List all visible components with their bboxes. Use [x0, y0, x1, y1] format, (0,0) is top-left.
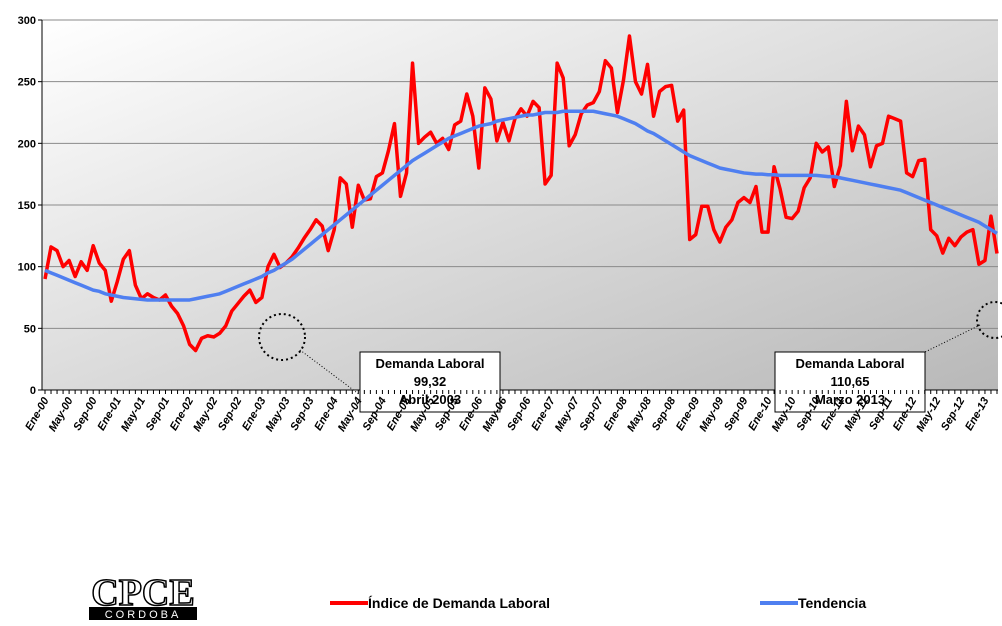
legend-label: Índice de Demanda Laboral	[368, 595, 550, 611]
series-line	[44, 109, 998, 302]
y-tick-label: 100	[18, 262, 36, 274]
leader	[299, 349, 361, 396]
logo-subtitle: CORDOBA	[105, 609, 182, 621]
x-tick-label: Ene-13	[963, 396, 991, 433]
annotation-text: Demanda Laboral	[375, 356, 484, 371]
y-tick-label: 50	[24, 323, 36, 335]
y-tick-label: 0	[30, 385, 36, 397]
logo-band	[89, 607, 197, 620]
y-tick-label: 200	[18, 138, 36, 150]
legend-label: Tendencia	[798, 595, 866, 611]
logo: CPCE CORDOBA	[89, 571, 197, 621]
y-tick-label: 250	[18, 77, 36, 89]
annotation: Demanda Laboral 99,32 Abril 2003	[359, 351, 501, 413]
leader	[924, 324, 981, 353]
annotation-text: Abril 2003	[399, 392, 461, 407]
annotation: Demanda Laboral 110,65 Marzo 2013	[774, 351, 926, 413]
y-tick-label: 150	[18, 200, 36, 212]
y-tick-label: 300	[18, 15, 36, 27]
annotation-text: 99,32	[414, 374, 447, 389]
series-line	[43, 34, 999, 353]
annotation-text: Demanda Laboral	[795, 356, 904, 371]
annotation-box	[359, 351, 501, 413]
highlight-circle	[258, 313, 306, 361]
annotation-text: 110,65	[830, 374, 869, 389]
annotation-text: Marzo 2013	[815, 392, 885, 407]
highlight-circle	[976, 301, 1002, 339]
annotation-box	[774, 351, 926, 413]
